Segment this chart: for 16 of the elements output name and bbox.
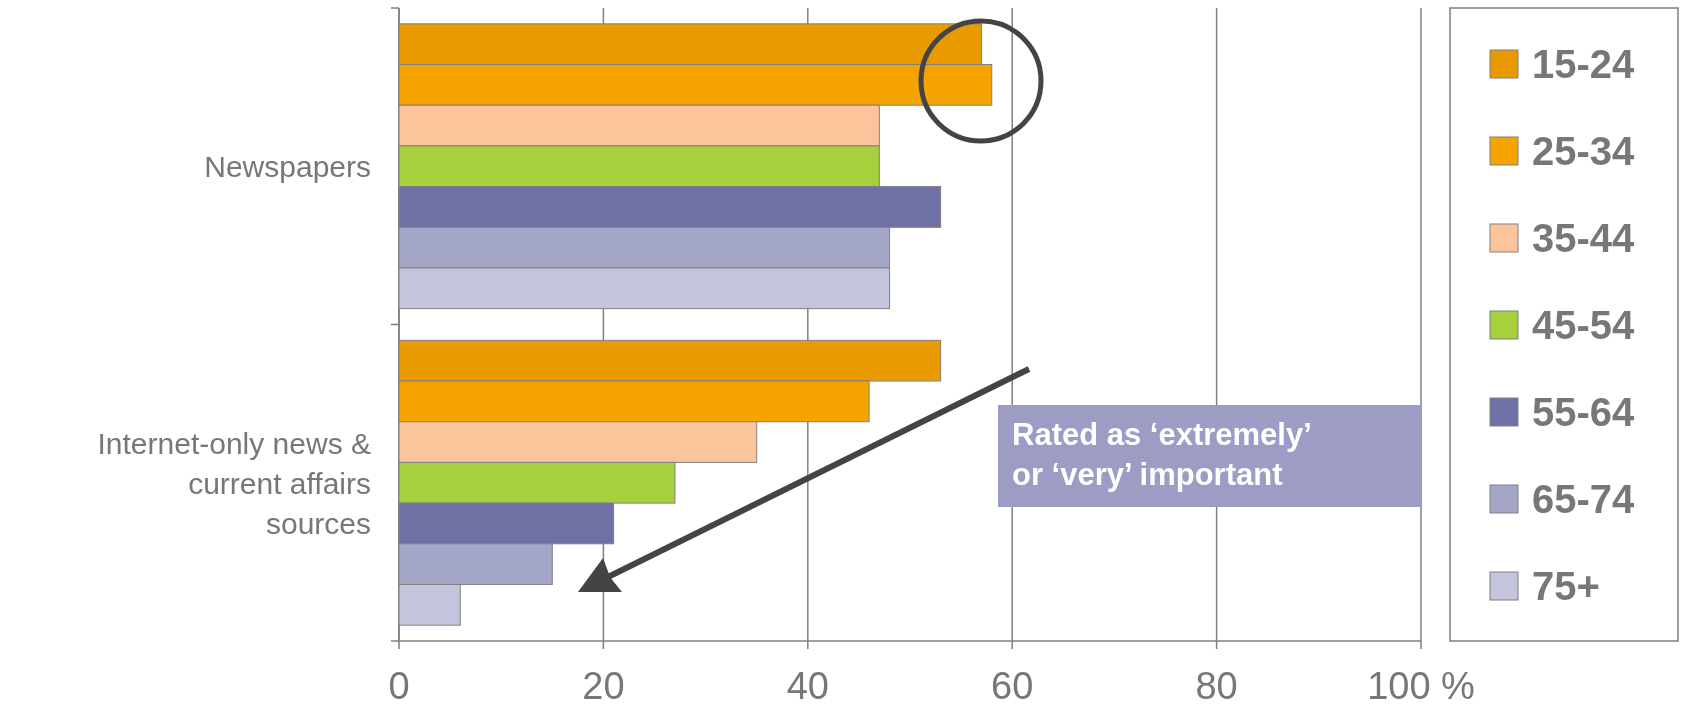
x-tick-label: 20 bbox=[582, 665, 625, 707]
x-tick-label: 60 bbox=[991, 665, 1034, 707]
legend-label: 45-54 bbox=[1532, 303, 1636, 347]
x-tick-label: 40 bbox=[786, 665, 829, 707]
legend-label: 25-34 bbox=[1532, 129, 1636, 173]
y-tick-label: Newspapers bbox=[204, 150, 371, 184]
y-tick-label: Internet-only news & current affairs sources bbox=[97, 426, 371, 540]
x-tick-label: 80 bbox=[1195, 665, 1238, 707]
legend-label: 35-44 bbox=[1532, 216, 1636, 260]
legend-label: 55-64 bbox=[1532, 390, 1636, 434]
x-tick-label: 100 % bbox=[1367, 665, 1475, 707]
legend-label: 65-74 bbox=[1532, 477, 1636, 521]
legend-label: 15-24 bbox=[1532, 42, 1636, 86]
annotation: Rated as ‘extremely’ or ‘very’ important bbox=[1012, 417, 1312, 492]
legend-label: 75+ bbox=[1532, 564, 1600, 608]
x-tick-label: 0 bbox=[388, 665, 410, 707]
